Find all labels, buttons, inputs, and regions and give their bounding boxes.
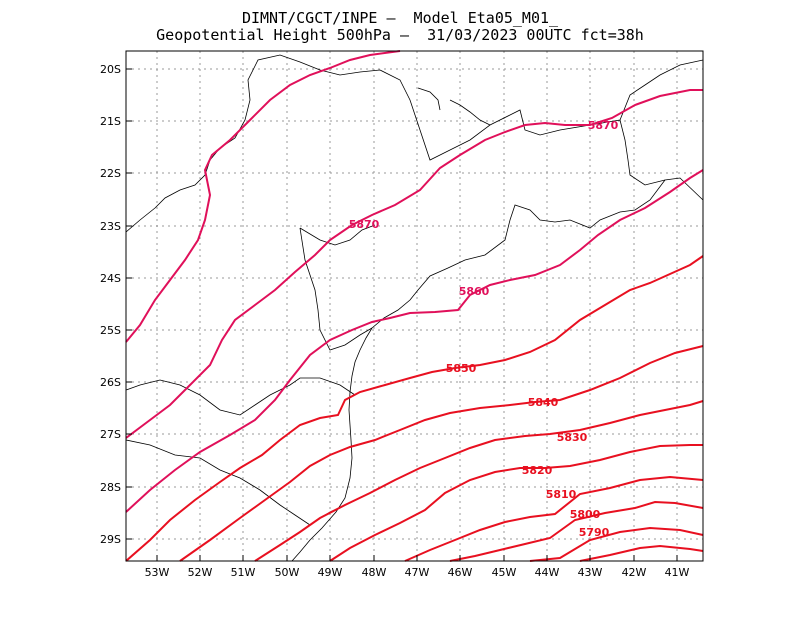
lon-label: 47W: [405, 566, 430, 579]
axis-ticks: [126, 68, 678, 561]
contour-label: 5810: [546, 488, 577, 501]
lon-label: 53W: [145, 566, 170, 579]
contour-5830: [254, 400, 704, 562]
map-title-line-1: DIMNT/CGCT/INPE – Model Eta05_M01_: [241, 9, 559, 27]
map-frame: [125, 50, 704, 562]
graticule: [126, 51, 703, 561]
state-border-sp-pr: [299, 224, 376, 246]
lat-label: 27S: [100, 428, 121, 441]
lon-label: 45W: [492, 566, 517, 579]
contour-label: 5820: [522, 464, 553, 477]
state-border-rj: [619, 119, 666, 186]
lat-label: 25S: [100, 324, 121, 337]
lon-label: 42W: [622, 566, 647, 579]
contour-label-group: 5870 5870 5860 5850 5840 5830 5820 5810 …: [349, 119, 619, 539]
contour-label: 5790: [579, 526, 610, 539]
lat-label: 20S: [100, 63, 121, 76]
contour-group-low: [125, 255, 704, 562]
state-border-sp-mg: [125, 54, 704, 233]
contour-label: 5850: [446, 362, 477, 375]
contour-5780: [579, 544, 704, 562]
contour-5820: [329, 444, 703, 562]
contour-5790: [529, 526, 704, 562]
contour-label: 5830: [557, 431, 588, 444]
lon-label: 48W: [362, 566, 387, 579]
contour-5870: [125, 89, 703, 439]
lon-label: 46W: [448, 566, 473, 579]
lat-label: 22S: [100, 167, 121, 180]
lon-label: 51W: [231, 566, 256, 579]
map-title-line-2: Geopotential Height 500hPa – 31/03/2023 …: [156, 26, 644, 44]
lat-label: 26S: [100, 376, 121, 389]
lat-label: 21S: [100, 115, 121, 128]
contour-5840: [179, 345, 704, 562]
contour-5800: [449, 500, 704, 562]
lon-label: 52W: [188, 566, 213, 579]
lon-label: 41W: [665, 566, 690, 579]
state-border-pr-sc: [125, 377, 356, 416]
coastline-and-borders: [125, 54, 704, 562]
contour-label: 5840: [528, 396, 559, 409]
river-outline: [417, 87, 441, 111]
lon-label: 44W: [535, 566, 560, 579]
lat-label: 28S: [100, 481, 121, 494]
contour-label: 5800: [570, 508, 601, 521]
contour-label: 5860: [459, 285, 490, 298]
contour-5880: [125, 50, 401, 343]
lat-label: 29S: [100, 533, 121, 546]
lat-label: 24S: [100, 272, 121, 285]
contour-label: 5870: [349, 218, 380, 231]
atlantic-coastline: [291, 177, 704, 562]
lat-label-group: 20S 21S 22S 23S 24S 25S 26S 27S 28S 29S: [100, 63, 121, 546]
lon-label: 50W: [275, 566, 300, 579]
contour-5810: [404, 475, 704, 562]
state-border-pr-east: [299, 227, 373, 351]
map-plot-area: [126, 51, 703, 561]
lat-label: 23S: [100, 220, 121, 233]
contour-group-high: [125, 50, 704, 513]
lon-label: 49W: [318, 566, 343, 579]
contour-5860: [125, 169, 704, 513]
reservoir-outline: [449, 99, 491, 126]
lon-label-group: 53W 52W 51W 50W 49W 48W 47W 46W 45W 44W …: [145, 566, 690, 579]
lon-label: 43W: [578, 566, 603, 579]
contour-5850: [125, 255, 704, 562]
contour-label: 5870: [588, 119, 619, 132]
